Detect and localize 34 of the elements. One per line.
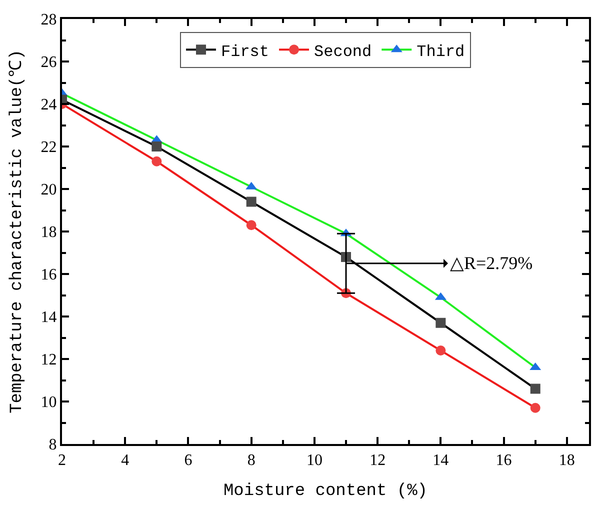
y-tick-label: 28 bbox=[40, 12, 57, 29]
x-tick-label: 16 bbox=[496, 452, 512, 470]
x-tick-label: 8 bbox=[247, 452, 256, 470]
legend-label: First bbox=[221, 42, 270, 61]
y-tick-label: 16 bbox=[40, 266, 57, 284]
x-tick-label: 2 bbox=[58, 452, 66, 470]
y-tick-label: 10 bbox=[40, 394, 57, 412]
legend-label: Second bbox=[314, 42, 372, 61]
y-tick-label: 8 bbox=[48, 436, 57, 454]
x-axis-title: Moisture content (%) bbox=[223, 482, 428, 502]
y-tick-label: 24 bbox=[40, 96, 57, 114]
y-axis-title: Temperature characteristic value(℃) bbox=[8, 50, 27, 414]
legend-label: Third bbox=[416, 42, 465, 61]
y-tick-label: 20 bbox=[40, 182, 57, 199]
y-tick-label: 14 bbox=[40, 309, 57, 326]
x-tick-label: 14 bbox=[432, 452, 449, 470]
point bbox=[436, 346, 446, 356]
point bbox=[152, 156, 162, 166]
y-tick-label: 18 bbox=[40, 224, 57, 242]
y-tick-label: 26 bbox=[40, 54, 57, 72]
y-tick-label: 22 bbox=[40, 139, 57, 156]
point bbox=[530, 384, 540, 394]
x-tick-label: 12 bbox=[370, 452, 386, 470]
annotation: △R=2.79% bbox=[450, 253, 533, 273]
x-tick-label: 10 bbox=[306, 452, 322, 470]
point bbox=[246, 220, 256, 230]
point bbox=[246, 196, 256, 207]
y-tick-label: 12 bbox=[40, 352, 57, 369]
point bbox=[152, 142, 162, 152]
point bbox=[530, 402, 540, 413]
point bbox=[436, 318, 446, 328]
x-tick-label: 4 bbox=[121, 452, 130, 470]
x-tick-label: 6 bbox=[184, 452, 192, 470]
x-tick-label: 18 bbox=[558, 452, 575, 470]
